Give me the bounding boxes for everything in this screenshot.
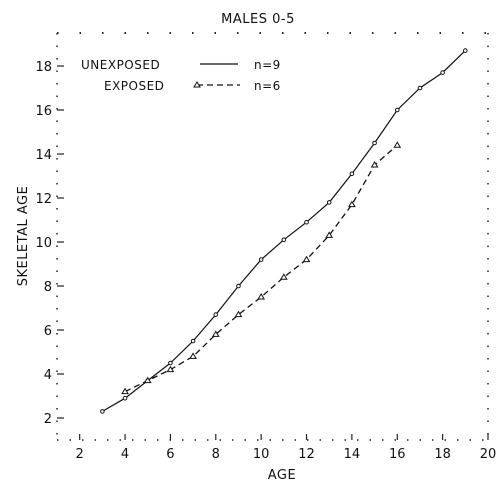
data-point-exposed — [257, 293, 266, 300]
chart-title: MALES 0-5 — [221, 12, 295, 27]
data-point-unexposed — [417, 85, 423, 91]
y-tick-label: 12 — [35, 192, 52, 207]
data-series — [100, 48, 468, 414]
data-point-exposed — [325, 231, 334, 238]
data-point-unexposed — [394, 107, 400, 113]
legend: UNEXPOSED n=9 EXPOSED n=6 — [81, 58, 281, 93]
data-point-unexposed — [372, 140, 377, 146]
y-tick-label: 4 — [44, 368, 52, 383]
y-tick-label: 18 — [35, 60, 52, 75]
data-point-unexposed — [463, 48, 468, 53]
x-tick-label: 16 — [389, 447, 406, 462]
data-point-unexposed — [190, 338, 196, 344]
data-point-unexposed — [304, 219, 309, 225]
y-tick-label: 14 — [35, 148, 52, 163]
series-line-unexposed — [102, 50, 466, 412]
x-tick-label: 8 — [212, 447, 220, 462]
data-point-exposed — [234, 310, 243, 318]
data-point-unexposed — [349, 171, 355, 177]
y-tick-label: 2 — [44, 412, 52, 427]
data-point-unexposed — [122, 395, 128, 401]
x-tick-label: 20 — [480, 447, 497, 462]
plot-frame — [56, 32, 489, 441]
x-tick-label: 18 — [434, 447, 451, 462]
y-tick-label: 16 — [35, 104, 52, 119]
y-axis-title: SKELETAL AGE — [16, 186, 31, 287]
data-point-unexposed — [100, 409, 105, 414]
data-point-exposed — [143, 376, 152, 384]
data-point-unexposed — [440, 70, 445, 75]
data-point-unexposed — [258, 257, 264, 262]
x-tick-label: 6 — [166, 447, 174, 462]
legend-n-unexposed: n=9 — [254, 58, 281, 72]
y-tick-label: 8 — [44, 280, 52, 295]
legend-n-exposed: n=6 — [254, 79, 281, 93]
legend-marker-exposed — [193, 81, 201, 88]
legend-label-unexposed: UNEXPOSED — [81, 58, 160, 72]
data-point-unexposed — [168, 360, 173, 366]
data-point-exposed — [166, 365, 175, 373]
y-tick-label: 6 — [44, 324, 52, 339]
data-point-unexposed — [326, 200, 332, 205]
data-point-exposed — [189, 352, 197, 359]
x-tick-label: 14 — [344, 447, 361, 462]
legend-label-exposed: EXPOSED — [104, 79, 164, 93]
data-point-exposed — [393, 141, 402, 148]
data-point-exposed — [279, 273, 288, 280]
y-tick-label: 10 — [35, 236, 52, 251]
x-tick-label: 4 — [121, 447, 129, 462]
axis-ticks: 2 4 6 8 10 12 14 16 18 20 2 4 6 8 10 12 14 16 18 — [35, 60, 496, 462]
x-tick-label: 2 — [76, 447, 84, 462]
x-tick-label: 12 — [298, 447, 315, 462]
data-point-unexposed — [213, 312, 219, 317]
x-tick-label: 10 — [253, 447, 270, 462]
data-point-exposed — [348, 200, 356, 208]
x-axis-title: AGE — [268, 468, 296, 483]
data-point-unexposed — [281, 237, 287, 243]
data-point-exposed — [121, 387, 129, 395]
data-point-unexposed — [236, 283, 241, 289]
data-point-exposed — [370, 161, 379, 168]
series-line-exposed — [124, 144, 398, 393]
data-point-exposed — [302, 255, 311, 263]
data-point-exposed — [211, 330, 220, 337]
